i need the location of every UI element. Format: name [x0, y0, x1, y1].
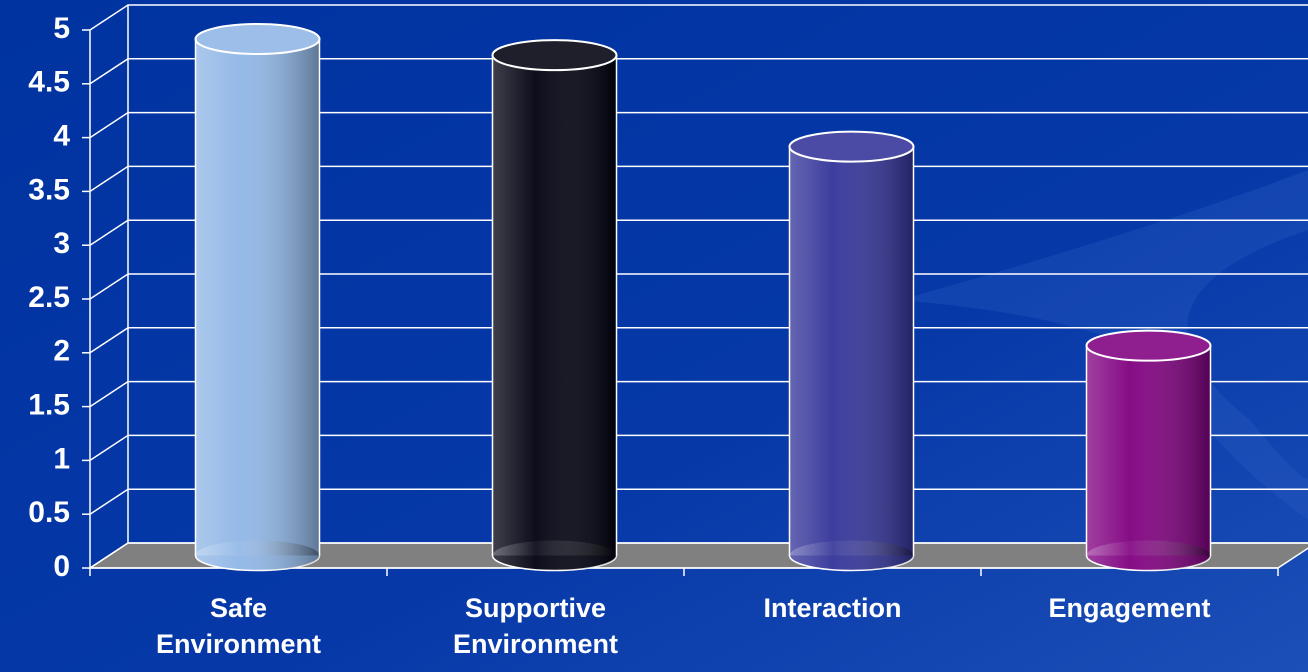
bar-top-shade — [195, 24, 320, 55]
bar-top-shade — [492, 40, 617, 71]
y-tick-label: 0.5 — [28, 496, 70, 529]
y-tick-label: 4 — [53, 120, 70, 153]
bar-top — [1085, 329, 1212, 362]
bar-bottom-shade — [195, 540, 320, 571]
grid-line — [89, 165, 1308, 193]
y-tick-label: 3.5 — [28, 173, 70, 206]
bar-shade — [1086, 345, 1211, 556]
y-tick-label: 0 — [53, 550, 70, 583]
y-tick-label: 1.5 — [28, 389, 70, 422]
swoosh — [900, 170, 1308, 520]
bar-bottom-shade — [492, 540, 617, 571]
bar-bottom-shade — [1086, 540, 1211, 571]
bar-top — [788, 130, 915, 163]
y-tick-label: 3 — [53, 227, 70, 260]
bar-shade — [195, 39, 320, 556]
grid-line — [89, 58, 1308, 85]
bar-bottom-shade — [789, 540, 914, 571]
x-tick-label: Interaction — [763, 593, 902, 623]
y-tick-label: 2.5 — [28, 281, 70, 314]
bar-shade — [492, 55, 617, 556]
bar-shade — [789, 146, 914, 556]
y-tick-label: 1 — [53, 442, 70, 475]
grid-line — [89, 219, 1308, 246]
x-tick-label: Supportive Environment — [452, 593, 619, 659]
x-tick-label: Safe Environment — [155, 593, 322, 659]
bar-top-shade — [1086, 330, 1211, 361]
y-tick-label: 4.5 — [28, 66, 70, 99]
bar-top — [491, 39, 618, 72]
grid-line — [89, 111, 1308, 139]
grid-line — [89, 434, 1308, 462]
y-tick-label: 2 — [53, 335, 70, 368]
x-tick-label: Engagement — [1048, 593, 1211, 623]
grid-line — [89, 380, 1308, 408]
grid-line — [89, 4, 1308, 31]
y-tick-label: 5 — [53, 12, 70, 45]
grid-line — [89, 542, 1308, 569]
grid-line — [89, 488, 1308, 515]
grid-line — [89, 273, 1308, 300]
grid-line — [89, 327, 1308, 354]
bar-top — [194, 23, 321, 56]
bar-top-shade — [789, 131, 914, 162]
